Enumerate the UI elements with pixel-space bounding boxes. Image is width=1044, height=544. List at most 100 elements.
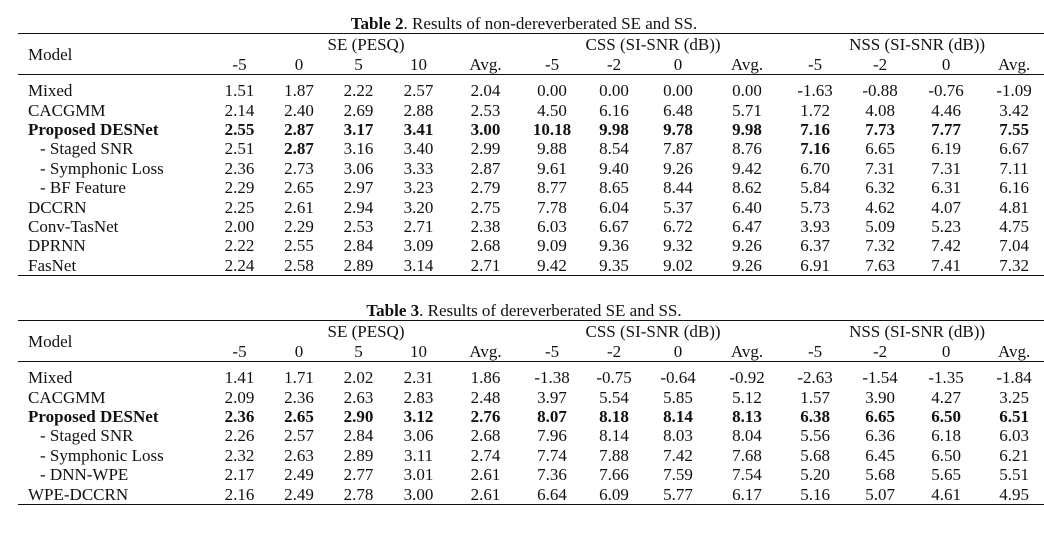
value-cell: -1.54 (862, 368, 898, 388)
value-cell: 5.16 (784, 484, 847, 505)
value-cell: 3.14 (388, 255, 449, 276)
value-cell: 5.09 (865, 216, 895, 236)
value-cell: 6.91 (784, 255, 847, 276)
value-cell: 6.50 (931, 406, 961, 426)
value-cell: 5.37 (663, 197, 693, 217)
value-cell: -0.64 (660, 368, 696, 388)
table-row: - Symphonic Loss 2.36 2.73 3.06 3.33 2.87 9.61… (18, 159, 1044, 178)
subcol-header: 0 (269, 341, 329, 362)
value-cell: 6.64 (522, 484, 583, 505)
value-cell: 2.02 (343, 368, 374, 388)
value-cell: 8.13 (732, 406, 762, 426)
value-cell: 7.36 (537, 465, 567, 485)
value-cell: 4.50 (537, 100, 567, 120)
value-cell: 3.16 (343, 139, 374, 159)
value-cell: 4.08 (865, 100, 895, 120)
subcol-header: 0 (646, 54, 711, 75)
header-group-row: Model SE (PESQ) CSS (SI-SNR (dB)) NSS (SI-S… (18, 320, 1044, 362)
value-cell: 8.03 (663, 426, 693, 446)
value-cell: 3.93 (800, 216, 830, 236)
value-cell: 5.23 (931, 216, 961, 236)
table-row: - Staged SNR 2.51 2.87 3.16 3.40 2.99 9.88 8.54… (18, 139, 1044, 158)
value-cell: 9.02 (646, 255, 711, 276)
value-cell: 6.67 (999, 139, 1029, 159)
value-cell: 2.84 (343, 236, 374, 256)
table-3-block: Table 3. Results of dereverberated SE an… (18, 301, 1044, 505)
value-cell: 7.31 (865, 158, 895, 178)
value-cell: 2.29 (284, 216, 314, 236)
value-cell: 6.45 (865, 445, 895, 465)
value-cell: 4.62 (865, 197, 895, 217)
value-cell: 6.03 (999, 426, 1029, 446)
value-cell: 6.38 (800, 406, 830, 426)
value-cell: 2.75 (470, 197, 501, 217)
model-name: DCCRN (28, 197, 87, 217)
model-name: - Staged SNR (40, 426, 134, 446)
value-cell: 3.06 (403, 426, 434, 446)
value-cell: 9.26 (710, 255, 785, 276)
table-row: - BF Feature 2.29 2.65 2.97 3.23 2.79 8.77 8.65… (18, 178, 1044, 197)
value-cell: 2.14 (224, 100, 255, 120)
value-cell: 6.19 (931, 139, 961, 159)
value-cell: 2.36 (224, 406, 255, 426)
table-row: - Staged SNR 2.26 2.57 2.84 3.06 2.68 7.96 8.14… (18, 426, 1044, 445)
group-header: NSS (SI-SNR (dB)) (784, 33, 1044, 54)
subcol-header: Avg. (710, 341, 785, 362)
value-cell: 2.49 (284, 465, 314, 485)
table-row: Mixed 1.41 1.71 2.02 2.31 1.86 -1.38 -0.75 -0.64… (18, 362, 1044, 388)
value-cell: 5.73 (800, 197, 830, 217)
value-cell: 5.77 (646, 484, 711, 505)
value-cell: 2.74 (470, 445, 501, 465)
value-cell: 2.57 (403, 81, 434, 101)
table-3-caption-label: Table 3 (366, 301, 420, 320)
value-cell: 2.88 (403, 100, 434, 120)
table-row: Mixed 1.51 1.87 2.22 2.57 2.04 0.00 0.00 0.00 0.0… (18, 75, 1044, 101)
value-cell: -1.35 (928, 368, 964, 388)
subcol-header: -5 (522, 341, 583, 362)
value-cell: 6.03 (537, 216, 567, 236)
value-cell: 2.32 (224, 445, 255, 465)
value-cell: 2.84 (343, 426, 374, 446)
value-cell: 3.17 (343, 119, 374, 139)
value-cell: 2.17 (224, 465, 255, 485)
header-subcol-row: -5 0 5 10 Avg. -5 -2 0 Avg. -5 -2 0 Avg. (18, 341, 1044, 362)
value-cell: 1.71 (284, 368, 314, 388)
value-cell: 2.61 (284, 197, 314, 217)
value-cell: 8.04 (732, 426, 762, 446)
value-cell: 2.77 (343, 465, 374, 485)
table-row: WPE-DCCRN 2.16 2.49 2.78 3.00 2.61 6.64 6.09 5.7… (18, 484, 1044, 505)
value-cell: 2.61 (449, 484, 523, 505)
model-name: Mixed (28, 81, 73, 101)
value-cell: 6.16 (599, 100, 629, 120)
value-cell: 5.68 (800, 445, 830, 465)
value-cell: 9.35 (582, 255, 647, 276)
value-cell: 5.54 (599, 387, 629, 407)
subcol-header: -2 (846, 341, 915, 362)
subcol-header: -5 (210, 54, 269, 75)
value-cell: 9.98 (599, 119, 629, 139)
value-cell: 6.50 (931, 445, 961, 465)
subcol-header: Avg. (710, 54, 785, 75)
value-cell: 2.29 (224, 178, 255, 198)
model-name: WPE-DCCRN (18, 484, 210, 505)
value-cell: 2.68 (470, 236, 501, 256)
value-cell: 7.16 (800, 139, 830, 159)
value-cell: 7.66 (599, 465, 629, 485)
value-cell: 0.00 (537, 81, 567, 101)
subcol-header: 10 (388, 341, 449, 362)
value-cell: 5.20 (800, 465, 830, 485)
value-cell: 2.87 (284, 139, 314, 159)
table-3-header: Model SE (PESQ) CSS (SI-SNR (dB)) NSS (SI-S… (18, 320, 1044, 362)
table-3-caption: Table 3. Results of dereverberated SE an… (18, 301, 1030, 320)
value-cell: 2.51 (224, 139, 255, 159)
subcol-header: -5 (784, 54, 847, 75)
subcol-header: -5 (522, 54, 583, 75)
value-cell: 1.41 (224, 368, 255, 388)
subcol-header: Avg. (978, 54, 1044, 75)
value-cell: 0.00 (732, 81, 762, 101)
value-cell: 7.63 (846, 255, 915, 276)
value-cell: 2.99 (470, 139, 501, 159)
group-header: CSS (SI-SNR (dB)) (522, 33, 785, 54)
value-cell: 5.12 (732, 387, 762, 407)
value-cell: 2.40 (284, 100, 314, 120)
